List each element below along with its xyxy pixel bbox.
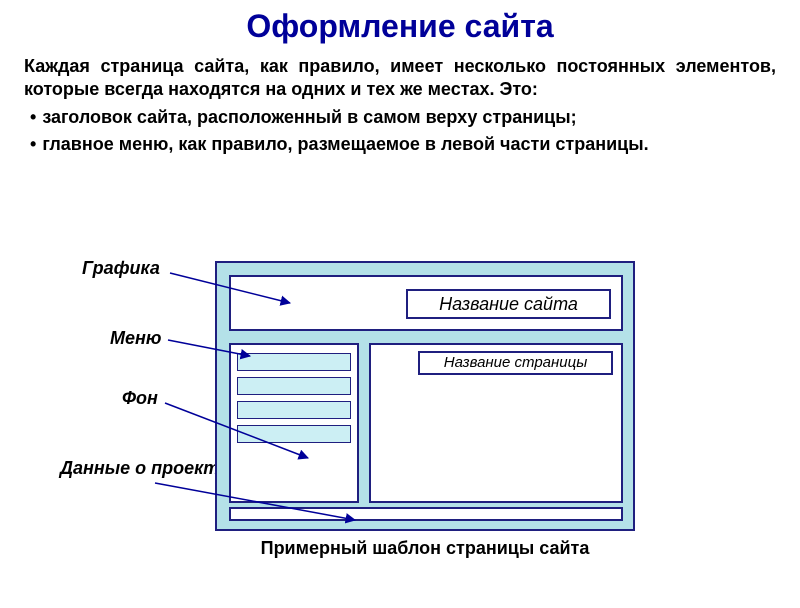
intro-text: Каждая страница сайта, как правило, имее… [24, 55, 776, 100]
mockup-menu-item [237, 425, 351, 443]
caption: Примерный шаблон страницы сайта [215, 538, 635, 559]
diagram: Графика Меню Фон Данные о проекте Назван… [0, 258, 800, 608]
mockup-menu-column [229, 343, 359, 503]
label-grafika: Графика [82, 258, 160, 279]
bullet-dot-icon: • [30, 106, 36, 129]
label-dannye: Данные о проекте [60, 458, 229, 479]
label-fon: Фон [122, 388, 158, 409]
bullet-item: • заголовок сайта, расположенный в самом… [30, 106, 776, 129]
mockup-menu-item [237, 353, 351, 371]
mockup-footer [229, 507, 623, 521]
mockup-header: Название сайта [229, 275, 623, 331]
site-mockup: Название сайта Название страницы [215, 261, 635, 531]
site-name-box: Название сайта [406, 289, 611, 319]
mockup-menu-item [237, 377, 351, 395]
mockup-content: Название страницы [369, 343, 623, 503]
label-menu: Меню [110, 328, 161, 349]
mockup-menu-item [237, 401, 351, 419]
bullet-list: • заголовок сайта, расположенный в самом… [30, 106, 776, 155]
bullet-item: • главное меню, как правило, размещаемое… [30, 133, 776, 156]
bullet-text: главное меню, как правило, размещаемое в… [42, 133, 648, 156]
page-name-box: Название страницы [418, 351, 613, 375]
page-title: Оформление сайта [0, 8, 800, 45]
bullet-text: заголовок сайта, расположенный в самом в… [42, 106, 576, 129]
bullet-dot-icon: • [30, 133, 36, 156]
